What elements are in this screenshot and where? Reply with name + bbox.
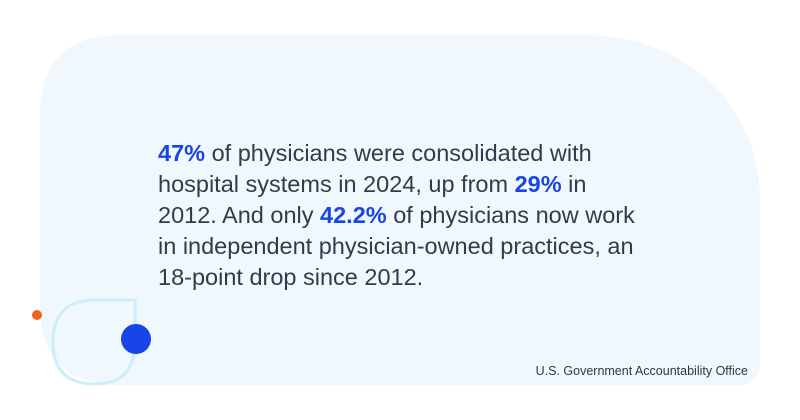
- decor-outline: [51, 298, 137, 386]
- statement-line: 18-point drop since 2012.: [158, 262, 718, 293]
- highlight-figure: 42.2%: [320, 202, 387, 228]
- statement-line: in independent physician-owned practices…: [158, 231, 718, 262]
- statement-text: in: [561, 171, 587, 197]
- statement-line: 2012. And only 42.2% of physicians now w…: [158, 200, 718, 231]
- decor-dot-blue: [121, 324, 151, 354]
- statement-text: 2012. And only: [158, 202, 321, 228]
- statement-line: 47% of physicians were consolidated with: [158, 138, 718, 169]
- statement-text: in independent physician-owned practices…: [158, 233, 634, 259]
- statement-line: hospital systems in 2024, up from 29% in: [158, 169, 718, 200]
- highlight-figure: 47%: [158, 140, 206, 166]
- highlight-figure: 29%: [514, 171, 562, 197]
- statement-text: hospital systems in 2024, up from: [158, 171, 515, 197]
- statement-text: 18-point drop since 2012.: [158, 264, 424, 290]
- card-shape: [40, 35, 760, 385]
- decor-dot-orange: [32, 310, 42, 320]
- source: U.S. Government Accountability Office: [535, 364, 748, 378]
- statement: 47% of physicians were consolidated with…: [158, 138, 718, 293]
- statement-text: of physicians were consolidated with: [205, 140, 592, 166]
- statement-text: of physicians now work: [386, 202, 635, 228]
